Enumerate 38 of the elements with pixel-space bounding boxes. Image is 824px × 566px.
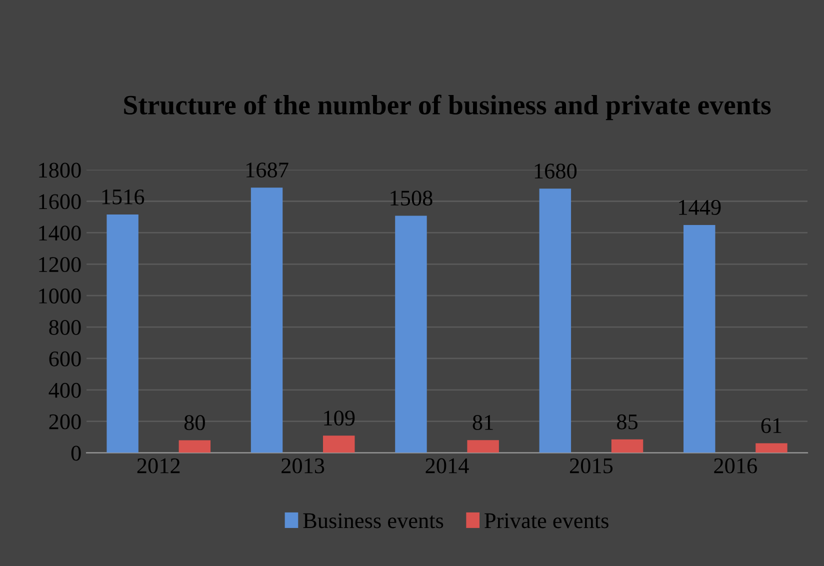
bar bbox=[106, 214, 138, 453]
bar bbox=[467, 440, 499, 453]
data-label: 80 bbox=[184, 415, 205, 430]
x-tick-label: 2013 bbox=[282, 458, 324, 474]
data-label: 1449 bbox=[679, 200, 721, 215]
x-tick-label: 2012 bbox=[137, 458, 180, 474]
chart-title: Structure of the number of business and private events bbox=[124, 94, 771, 120]
y-tick-label: 800 bbox=[49, 320, 81, 335]
data-label: 85 bbox=[617, 414, 638, 430]
data-label: 109 bbox=[324, 410, 355, 426]
data-label: 61 bbox=[761, 418, 782, 434]
y-tick-label: 1000 bbox=[39, 288, 81, 304]
data-label: 1680 bbox=[534, 164, 577, 179]
bar bbox=[323, 436, 355, 453]
y-tick-label: 0 bbox=[71, 446, 81, 461]
y-tick-label: 1200 bbox=[39, 257, 81, 272]
bar bbox=[611, 439, 644, 453]
y-tick-label: 1600 bbox=[39, 194, 81, 210]
legend-label: Business events bbox=[303, 513, 444, 528]
bar bbox=[539, 188, 572, 453]
legend-label: Private events bbox=[484, 513, 608, 528]
bar bbox=[178, 440, 211, 453]
bar bbox=[756, 443, 788, 453]
x-tick-label: 2014 bbox=[426, 458, 469, 474]
x-tick-label: 2015 bbox=[570, 458, 613, 474]
y-tick-label: 1800 bbox=[39, 162, 81, 178]
bar bbox=[684, 224, 716, 453]
y-tick-label: 200 bbox=[49, 414, 81, 430]
y-tick-label: 600 bbox=[49, 351, 81, 366]
x-tick-label: 2016 bbox=[714, 458, 757, 474]
data-label: 1508 bbox=[390, 190, 432, 206]
data-label: 1687 bbox=[246, 162, 288, 178]
y-tick-label: 400 bbox=[48, 382, 81, 398]
data-label: 81 bbox=[472, 415, 493, 430]
data-label: 1516 bbox=[102, 189, 144, 204]
bar bbox=[250, 188, 283, 453]
y-tick-label: 1400 bbox=[39, 226, 81, 241]
bar bbox=[395, 216, 427, 453]
